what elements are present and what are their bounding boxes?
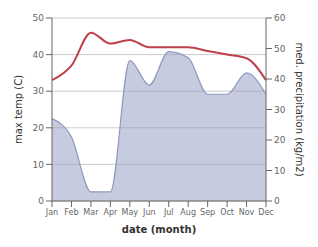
- svg-text:Jul: Jul: [163, 208, 174, 217]
- svg-text:Dec: Dec: [258, 208, 273, 217]
- svg-text:30: 30: [274, 105, 286, 115]
- svg-text:Oct: Oct: [220, 208, 234, 217]
- svg-text:50: 50: [274, 44, 286, 54]
- svg-text:60: 60: [274, 13, 286, 23]
- svg-text:Apr: Apr: [103, 208, 118, 217]
- svg-text:Feb: Feb: [64, 208, 78, 217]
- svg-text:Sep: Sep: [200, 208, 215, 217]
- svg-text:med. precipitation (kg/m2): med. precipitation (kg/m2): [294, 42, 305, 176]
- svg-text:May: May: [122, 208, 139, 217]
- svg-text:Jan: Jan: [45, 208, 58, 217]
- svg-text:40: 40: [33, 50, 45, 60]
- svg-text:0: 0: [274, 196, 280, 206]
- svg-text:20: 20: [33, 123, 45, 133]
- svg-text:50: 50: [33, 13, 45, 23]
- svg-text:date (month): date (month): [122, 224, 196, 235]
- svg-text:10: 10: [274, 166, 286, 176]
- svg-text:Jun: Jun: [142, 208, 156, 217]
- svg-text:max temp (C): max temp (C): [13, 75, 24, 144]
- svg-text:Aug: Aug: [180, 208, 196, 217]
- svg-text:20: 20: [274, 135, 286, 145]
- svg-text:0: 0: [38, 196, 44, 206]
- svg-text:Nov: Nov: [239, 208, 255, 217]
- svg-text:10: 10: [33, 160, 45, 170]
- svg-text:40: 40: [274, 74, 286, 84]
- svg-text:30: 30: [33, 86, 45, 96]
- svg-text:Mar: Mar: [83, 208, 99, 217]
